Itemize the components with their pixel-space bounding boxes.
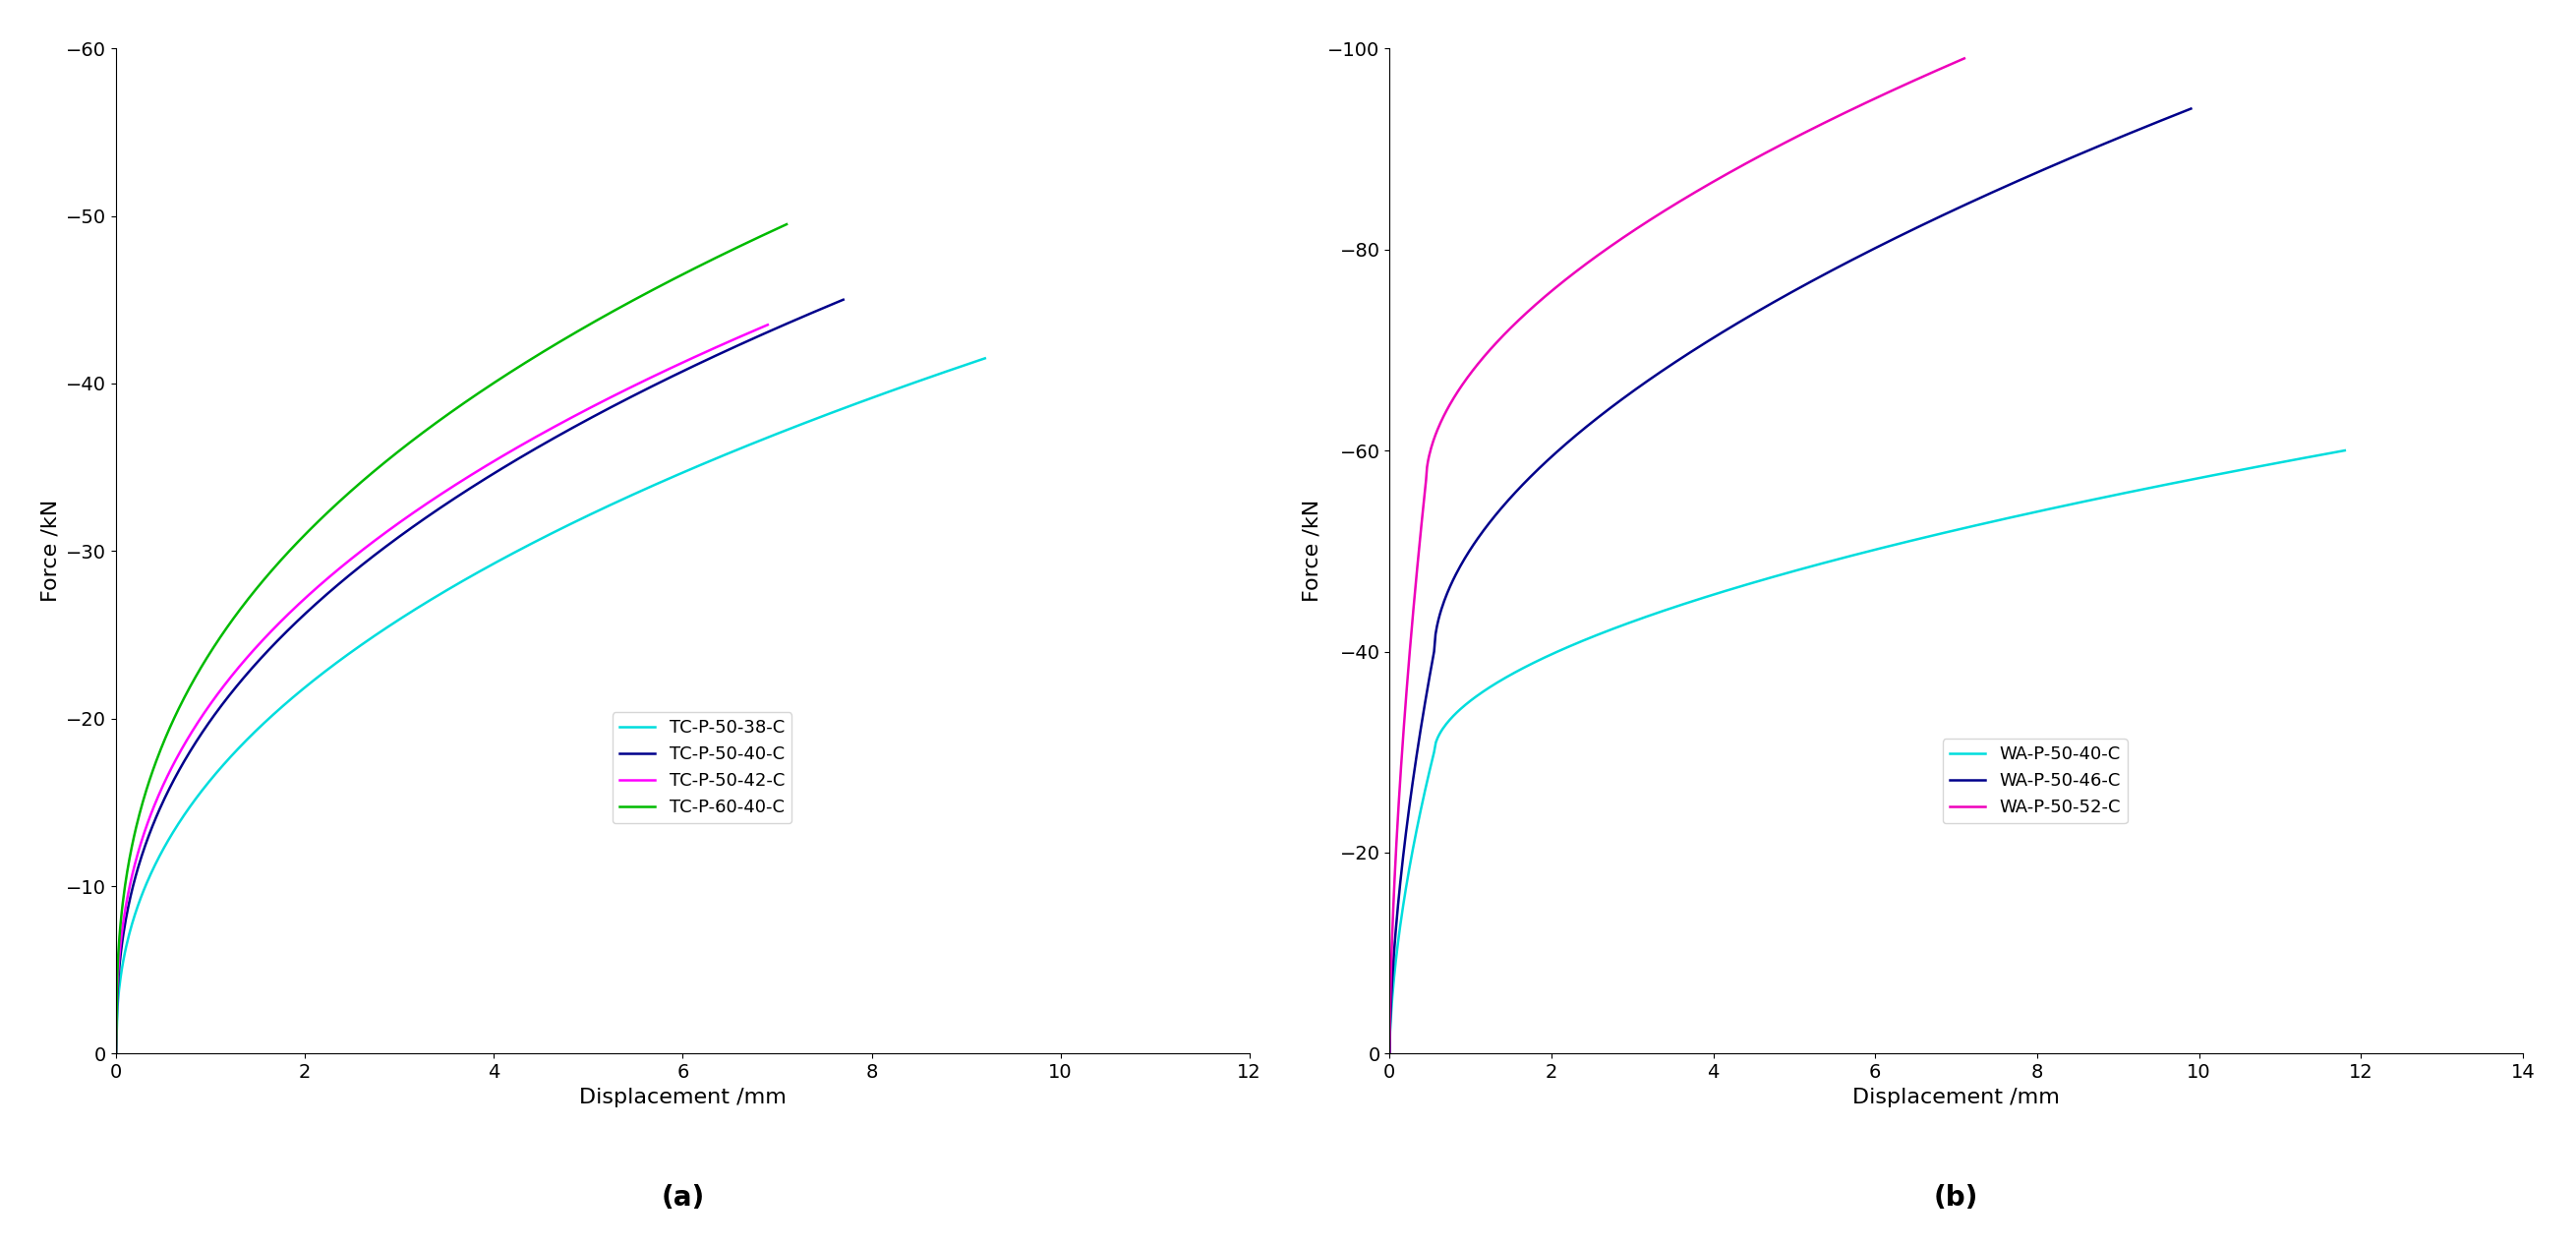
- TC-P-60-40-C: [273, 545, 304, 560]
- TC-P-50-38-C: [969, 350, 999, 365]
- WA-P-50-46-C: [1819, 262, 1850, 277]
- TC-P-60-40-C: [495, 364, 526, 379]
- TC-P-60-40-C: [100, 1046, 131, 1061]
- TC-P-50-42-C: [592, 392, 623, 407]
- TC-P-50-38-C: [100, 1046, 131, 1061]
- TC-P-50-38-C: [755, 429, 786, 444]
- WA-P-50-52-C: [1695, 176, 1726, 191]
- WA-P-50-46-C: [1698, 330, 1728, 345]
- TC-P-60-40-C: [549, 332, 580, 347]
- WA-P-50-46-C: [1458, 537, 1489, 552]
- WA-P-50-52-C: [1489, 328, 1520, 343]
- TC-P-50-38-C: [680, 459, 711, 474]
- WA-P-50-40-C: [2329, 443, 2360, 458]
- TC-P-60-40-C: [404, 428, 435, 443]
- TC-P-50-38-C: [613, 489, 644, 504]
- WA-P-50-52-C: [1437, 390, 1468, 405]
- TC-P-50-42-C: [397, 508, 428, 522]
- Line: WA-P-50-52-C: WA-P-50-52-C: [1388, 59, 1965, 1054]
- TC-P-50-42-C: [100, 1046, 131, 1061]
- WA-P-50-52-C: [1744, 150, 1775, 165]
- WA-P-50-46-C: [1373, 1046, 1404, 1061]
- WA-P-50-40-C: [1373, 1046, 1404, 1061]
- TC-P-50-40-C: [229, 670, 260, 685]
- TC-P-50-38-C: [255, 711, 286, 726]
- WA-P-50-52-C: [1795, 122, 1826, 137]
- TC-P-50-40-C: [289, 609, 319, 624]
- Line: TC-P-50-40-C: TC-P-50-40-C: [116, 299, 842, 1054]
- WA-P-50-40-C: [1466, 686, 1497, 701]
- Text: (a): (a): [662, 1185, 703, 1212]
- X-axis label: Displacement /mm: Displacement /mm: [580, 1087, 786, 1107]
- Y-axis label: Force /kN: Force /kN: [1303, 500, 1321, 602]
- Line: WA-P-50-40-C: WA-P-50-40-C: [1388, 450, 2344, 1054]
- TC-P-50-40-C: [827, 292, 858, 307]
- TC-P-50-38-C: [325, 653, 355, 668]
- TC-P-60-40-C: [770, 217, 801, 232]
- TC-P-50-40-C: [100, 1046, 131, 1061]
- WA-P-50-40-C: [1899, 532, 1929, 547]
- Legend: TC-P-50-38-C, TC-P-50-40-C, TC-P-50-42-C, TC-P-60-40-C: TC-P-50-38-C, TC-P-50-40-C, TC-P-50-42-C…: [613, 712, 791, 823]
- Line: WA-P-50-46-C: WA-P-50-46-C: [1388, 108, 2192, 1054]
- Line: TC-P-60-40-C: TC-P-60-40-C: [116, 224, 786, 1054]
- TC-P-50-40-C: [649, 373, 680, 388]
- Line: TC-P-50-42-C: TC-P-50-42-C: [116, 324, 768, 1054]
- TC-P-50-40-C: [587, 405, 618, 420]
- Line: TC-P-50-38-C: TC-P-50-38-C: [116, 358, 984, 1054]
- WA-P-50-46-C: [2177, 101, 2208, 116]
- TC-P-50-40-C: [430, 498, 461, 513]
- WA-P-50-40-C: [2071, 494, 2102, 509]
- Legend: WA-P-50-40-C, WA-P-50-46-C, WA-P-50-52-C: WA-P-50-40-C, WA-P-50-46-C, WA-P-50-52-C: [1942, 738, 2128, 823]
- WA-P-50-46-C: [1960, 192, 1991, 207]
- TC-P-60-40-C: [219, 610, 250, 625]
- WA-P-50-40-C: [1981, 514, 2012, 529]
- TC-P-50-42-C: [268, 611, 299, 626]
- TC-P-50-42-C: [536, 421, 567, 436]
- X-axis label: Displacement /mm: Displacement /mm: [1852, 1087, 2061, 1107]
- TC-P-60-40-C: [605, 299, 636, 314]
- TC-P-50-42-C: [216, 668, 247, 683]
- WA-P-50-52-C: [1950, 51, 1981, 66]
- WA-P-50-52-C: [1610, 229, 1641, 244]
- WA-P-50-40-C: [1551, 641, 1582, 656]
- TC-P-50-42-C: [752, 317, 783, 332]
- TC-P-50-40-C: [528, 436, 559, 451]
- TC-P-50-38-C: [495, 547, 526, 562]
- WA-P-50-46-C: [1886, 228, 1917, 243]
- WA-P-50-40-C: [1754, 570, 1785, 585]
- Y-axis label: Force /kN: Force /kN: [41, 500, 62, 602]
- Text: (b): (b): [1935, 1185, 1978, 1212]
- WA-P-50-46-C: [1528, 456, 1558, 471]
- WA-P-50-52-C: [1373, 1046, 1404, 1061]
- TC-P-50-42-C: [484, 450, 515, 465]
